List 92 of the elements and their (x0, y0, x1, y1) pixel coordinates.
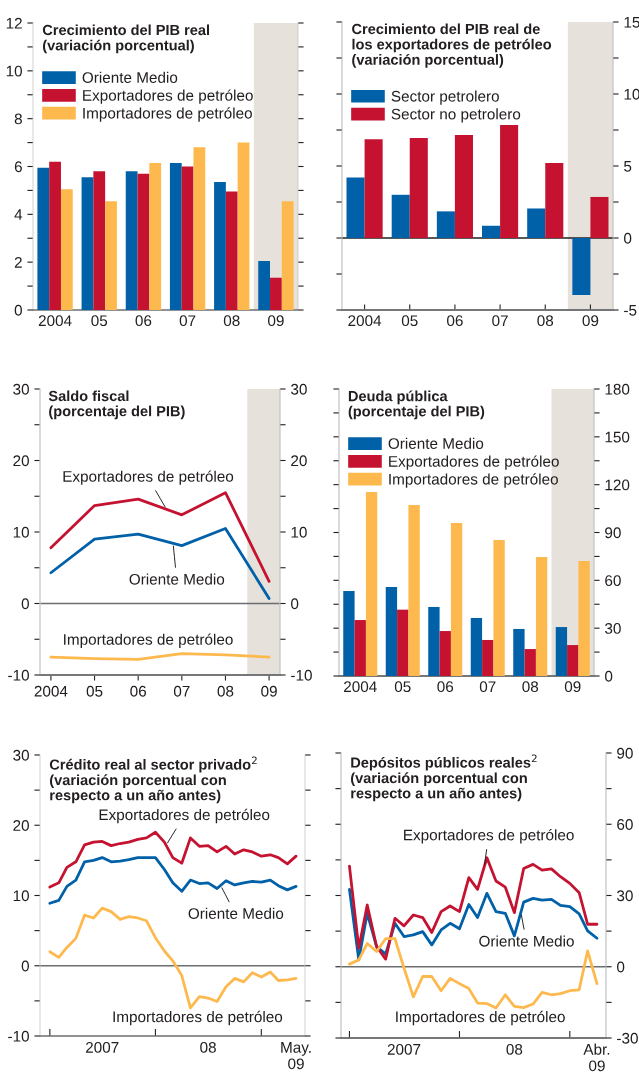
y-tick-label: 6 (14, 161, 22, 173)
series-label: Oriente Medio (129, 573, 225, 585)
y-tick-label: -10 (8, 669, 29, 681)
x-tick-label: 05 (91, 315, 108, 327)
legend-label: Oriente Medio (82, 71, 178, 83)
y2-tick-label: 30 (291, 383, 307, 395)
x-tick-label: 07 (179, 315, 196, 327)
x-tick-label: 05 (394, 681, 411, 693)
y2-tick-label: 180 (605, 383, 630, 395)
y2-tick-label: 0 (291, 598, 299, 610)
legend-label: Importadores de petróleo (83, 107, 252, 122)
legend-label: Exportadores de petróleo (83, 89, 253, 104)
x-tick-label: 09 (582, 315, 599, 327)
series-label: Exportadores de petróleo (404, 829, 574, 844)
series-label: Importadores de petróleo (64, 633, 233, 648)
x-tick-label: 2007 (387, 1043, 421, 1055)
series-label: Exportadores de petróleo (99, 808, 270, 824)
legend-label: Sector no petrolero (391, 108, 521, 123)
legend-label: Exportadores de petróleo (389, 455, 559, 470)
y2-tick-label: 90 (605, 527, 621, 539)
y-tick-label: 0 (14, 304, 22, 316)
x-tick-label: 09 (268, 315, 284, 327)
y-tick-label: 20 (13, 455, 29, 467)
x-tick-label: 05 (86, 685, 103, 697)
x-tick-label: 2004 (344, 681, 377, 693)
chart-title: Crédito real al sector privado$^{2}$ (variación porcentual con respecto a un año antes) (49, 756, 257, 804)
series-label: Importadores de petróleo (113, 1010, 283, 1026)
x-tick-label: 09 (564, 681, 581, 693)
x-tick-label: 08 (223, 315, 240, 327)
x-tick-label: 07 (173, 685, 190, 697)
y-tick-label: 30 (13, 749, 29, 761)
x-tick-label: 08 (537, 315, 554, 327)
series-label: Exportadores de petróleo (63, 470, 234, 485)
x-tick-label: 06 (135, 315, 152, 327)
y-tick-label: 10 (13, 890, 29, 902)
y2-tick-label: 10 (624, 88, 639, 100)
series-label: Importadores de petróleo (396, 1010, 565, 1026)
y2-tick-label: -5 (624, 305, 637, 316)
x-tick-label: 05 (401, 315, 418, 327)
y2-tick-label: 15 (624, 17, 639, 28)
text: Depósitos públicos reales$^{2}$ (variación porcentual con respecto a un año antes) (351, 754, 537, 802)
y-tick-label: -10 (8, 1030, 29, 1042)
series-label: Oriente Medio (188, 907, 284, 919)
y-tick-label: 10 (13, 526, 29, 538)
y2-tick-label: 30 (617, 890, 633, 902)
y2-tick-label: 20 (291, 455, 307, 467)
x-tick-label: 09 (261, 685, 277, 697)
x-tick-label: Abr. 09 (583, 1043, 610, 1072)
legend-label: Oriente Medio (388, 437, 484, 449)
text: Deuda pública (porcentaje del PIB) (348, 390, 485, 420)
x-tick-label: 2004 (38, 315, 72, 327)
y2-tick-label: 30 (605, 623, 621, 634)
y2-tick-label: 0 (605, 670, 613, 682)
x-tick-label: 07 (492, 315, 508, 327)
x-tick-label: 07 (479, 681, 496, 693)
y-tick-label: 0 (21, 960, 29, 972)
x-tick-label: 2007 (85, 1041, 119, 1053)
y2-tick-label: -10 (291, 669, 312, 681)
x-tick-label: 08 (200, 1041, 216, 1053)
y2-tick-label: -30 (617, 1032, 638, 1044)
y-tick-label: 2 (14, 257, 22, 268)
y2-tick-label: 90 (617, 747, 633, 759)
y2-tick-label: 60 (605, 575, 621, 587)
legend-label: Importadores de petróleo (389, 473, 558, 488)
y2-tick-label: 60 (617, 819, 633, 830)
y-tick-label: 0 (21, 598, 29, 610)
x-tick-label: 2004 (34, 685, 68, 697)
series-label: Oriente Medio (479, 935, 574, 947)
text: Crecimiento del PIB real de los exportadores de petróleo (variación porcentual) (352, 23, 552, 68)
y2-tick-label: 10 (291, 526, 307, 538)
y2-tick-label: 5 (624, 161, 632, 172)
x-tick-label: 06 (447, 315, 463, 327)
x-tick-label: 2004 (348, 315, 382, 327)
x-tick-label: 08 (522, 681, 539, 693)
y-tick-label: 4 (14, 209, 23, 220)
x-tick-label: 08 (506, 1043, 523, 1055)
y2-tick-label: 0 (624, 232, 632, 244)
text: Crecimiento del PIB real (variación porcentual) (42, 24, 210, 54)
y-tick-label: 30 (13, 383, 29, 395)
y2-tick-label: 0 (617, 961, 625, 973)
y-tick-label: 8 (14, 113, 22, 125)
y2-tick-label: 120 (605, 479, 630, 491)
legend-label: Sector petrolero (391, 90, 499, 105)
y-tick-label: 10 (6, 65, 22, 77)
y-tick-label: 12 (6, 17, 22, 29)
x-tick-label: 06 (437, 681, 454, 693)
x-tick-label: 06 (130, 685, 147, 697)
y2-tick-label: 150 (605, 431, 630, 443)
y-tick-label: 20 (13, 820, 29, 831)
text: Saldo fiscal (porcentaje del PIB) (48, 390, 185, 420)
x-tick-label: 08 (217, 685, 234, 697)
x-tick-label: May. 09 (281, 1042, 311, 1070)
